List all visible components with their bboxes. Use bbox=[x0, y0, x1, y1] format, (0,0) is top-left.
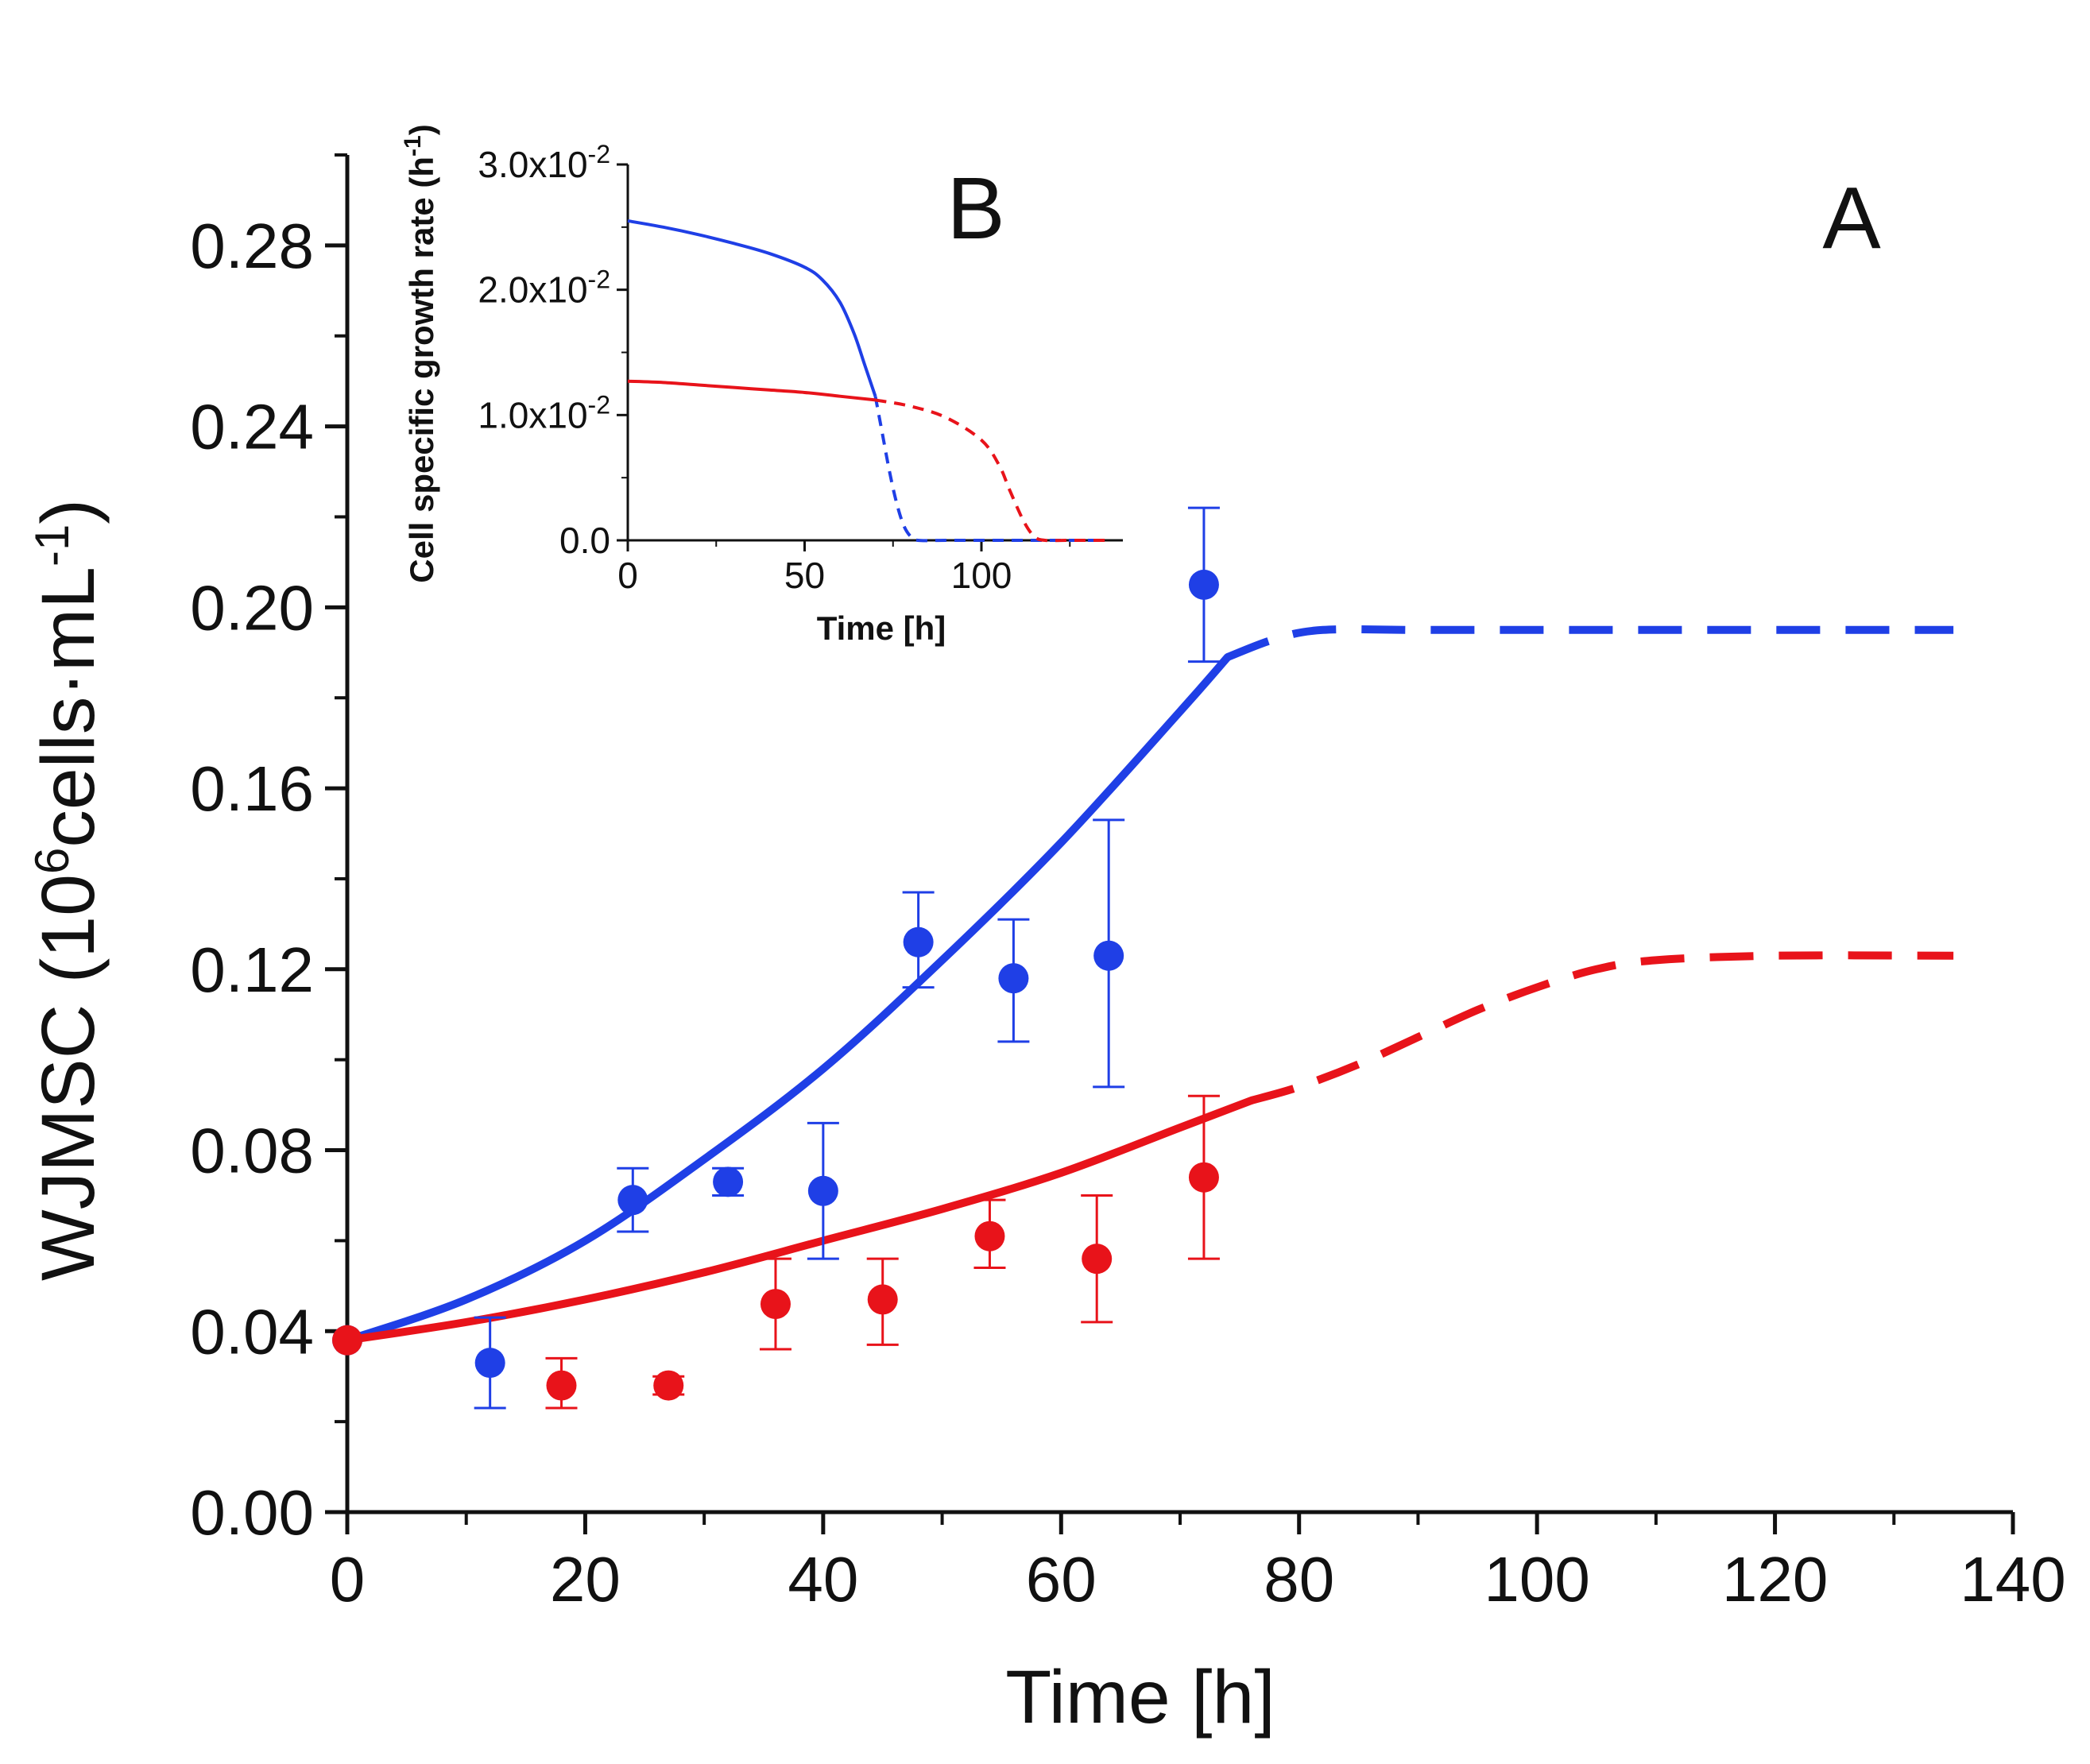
inset-curve-solid-blue bbox=[627, 219, 877, 397]
main-y-axis-title: WJMSC (106cells·mL-1) bbox=[25, 499, 110, 1281]
main-x-tick-label: 120 bbox=[1722, 1544, 1828, 1615]
main-y-tick-label: 0.12 bbox=[190, 934, 314, 1005]
main-y-tick-label: 0.20 bbox=[190, 572, 314, 643]
data-point-blue bbox=[1188, 569, 1219, 600]
main-fit-dashed-blue bbox=[1226, 625, 1954, 661]
inset-y-tick-label: 1.0x10-2 bbox=[478, 390, 610, 435]
panel-label-a: A bbox=[1822, 169, 1881, 267]
main-axes: 0 20 40 60 80 100 120 1400.000.040.080.120.160.… bbox=[190, 153, 2066, 1615]
main-x-axis-title: Time [h] bbox=[1005, 1655, 1275, 1739]
main-x-tick-label: 60 bbox=[1026, 1544, 1097, 1615]
data-point-red bbox=[546, 1370, 577, 1401]
data-point-blue bbox=[1093, 940, 1124, 971]
inset-y-tick-sup: -2 bbox=[588, 265, 610, 294]
inset-y-tick-base: 0.0 bbox=[559, 520, 610, 561]
data-point-red bbox=[1188, 1162, 1219, 1193]
inset-curve-solid-red bbox=[627, 379, 876, 402]
data-point-red bbox=[332, 1325, 362, 1356]
main-y-tick-label: 0.04 bbox=[190, 1296, 314, 1367]
inset-x-tick-label: 50 bbox=[784, 555, 825, 596]
main-y-tick-label: 0.00 bbox=[190, 1477, 314, 1548]
data-point-red bbox=[760, 1289, 791, 1320]
data-point-blue bbox=[713, 1166, 744, 1197]
panel-label-b: B bbox=[946, 160, 1004, 257]
inset-x-tick-label: 100 bbox=[951, 555, 1012, 596]
inset-x-tick-label: 0 bbox=[617, 555, 638, 596]
inset-y-tick-sup: -2 bbox=[588, 140, 610, 168]
inset-y-tick-base: 3.0x10 bbox=[478, 144, 587, 185]
inset-y-tick-label: 0.0 bbox=[559, 520, 610, 561]
main-x-tick-label: 140 bbox=[1960, 1544, 2065, 1615]
main-x-tick-label: 40 bbox=[788, 1544, 858, 1615]
main-y-tick-label: 0.24 bbox=[190, 392, 314, 462]
inset-y-title-sup: -1 bbox=[400, 135, 426, 157]
inset-curve-dashed-blue bbox=[873, 396, 1105, 543]
main-y-tick-label: 0.28 bbox=[190, 211, 314, 281]
inset-y-title-suffix: ) bbox=[403, 124, 440, 135]
inset-y-tick-sup: -2 bbox=[588, 390, 610, 419]
inset-y-title-text: Cell specific growth rate (h bbox=[403, 157, 440, 583]
main-y-title-mid: cells·mL bbox=[26, 567, 110, 848]
main-y-title-sup1: 6 bbox=[25, 848, 79, 874]
data-point-blue bbox=[903, 926, 934, 957]
main-y-tick-label: 0.16 bbox=[190, 753, 314, 824]
data-point-blue bbox=[998, 963, 1029, 994]
main-y-tick-label: 0.08 bbox=[190, 1116, 314, 1186]
inset-y-tick-base: 1.0x10 bbox=[478, 394, 587, 435]
data-point-blue bbox=[807, 1175, 838, 1206]
main-x-tick-label: 20 bbox=[550, 1544, 621, 1615]
main-x-tick-label: 0 bbox=[330, 1544, 366, 1615]
data-point-red bbox=[867, 1284, 898, 1315]
main-fit-dashed-red bbox=[1250, 951, 1954, 1104]
inset-y-axis-title: Cell specific growth rate (h-1) bbox=[400, 124, 440, 582]
inset-y-tick-label: 3.0x10-2 bbox=[478, 140, 610, 185]
inset-x-axis-title: Time [h] bbox=[817, 609, 946, 647]
main-y-title-suffix: ) bbox=[26, 499, 110, 524]
data-point-red bbox=[1082, 1244, 1113, 1275]
inset-series bbox=[627, 219, 1105, 543]
main-y-title-prefix: WJMSC (10 bbox=[26, 874, 110, 1281]
inset-curve-dashed-red bbox=[875, 398, 1105, 543]
main-x-tick-label: 100 bbox=[1484, 1544, 1589, 1615]
data-point-blue bbox=[474, 1348, 505, 1379]
main-x-tick-label: 80 bbox=[1264, 1544, 1334, 1615]
inset-y-tick-base: 2.0x10 bbox=[478, 269, 587, 311]
data-point-red bbox=[974, 1220, 1005, 1251]
main-fit-solid-red bbox=[343, 1096, 1256, 1344]
main-fit-solid-blue bbox=[343, 652, 1232, 1344]
data-point-red bbox=[653, 1370, 684, 1401]
inset-y-tick-label: 2.0x10-2 bbox=[478, 265, 610, 311]
main-y-title-sup2: -1 bbox=[25, 524, 79, 567]
data-point-blue bbox=[617, 1185, 648, 1216]
main-series bbox=[332, 506, 1954, 1410]
